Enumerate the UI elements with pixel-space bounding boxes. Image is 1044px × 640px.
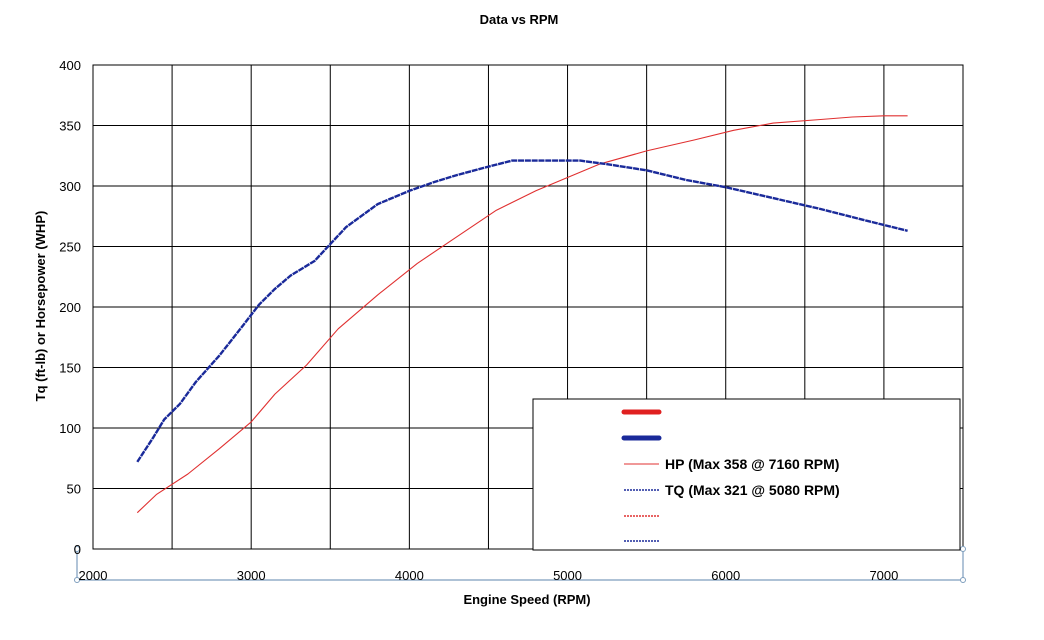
x-axis-title: Engine Speed (RPM) — [463, 592, 590, 607]
axis-handle — [960, 577, 966, 583]
x-tick-label: 4000 — [395, 568, 424, 583]
x-tick-label: 2000 — [79, 568, 108, 583]
series-line-hp — [136, 115, 908, 514]
axis-handle — [74, 577, 80, 583]
x-tick-label: 6000 — [711, 568, 740, 583]
y-tick-label: 50 — [67, 482, 81, 497]
legend-label: TQ (Max 321 @ 5080 RPM) — [665, 482, 840, 498]
gridlines — [74, 64, 966, 583]
axis-handle — [74, 546, 80, 552]
y-tick-label: 250 — [59, 240, 81, 255]
axis-handle — [960, 546, 966, 552]
x-tick-label: 5000 — [553, 568, 582, 583]
y-tick-label: 200 — [59, 300, 81, 315]
series-lines — [136, 115, 908, 514]
y-tick-label: 0 — [74, 542, 81, 557]
y-tick-label: 350 — [59, 119, 81, 134]
chart-title: Data vs RPM — [480, 12, 559, 27]
x-tick-label: 3000 — [237, 568, 266, 583]
legend-box — [532, 398, 961, 551]
legend: HP (Max 358 @ 7160 RPM) TQ (Max 321 @ 508… — [532, 398, 961, 551]
y-axis-title: Tq (ft-lb) or Horsepower (WHP) — [33, 211, 48, 402]
legend-label: HP (Max 358 @ 7160 RPM) — [665, 456, 839, 472]
x-tick-label: 7000 — [869, 568, 898, 583]
y-tick-label: 150 — [59, 361, 81, 376]
y-tick-label: 300 — [59, 179, 81, 194]
y-tick-label: 400 — [59, 58, 81, 73]
tick-labels: 0 50 100 150 200 250 300 350 400 2000 3000 4000 5000… — [59, 58, 898, 583]
y-tick-label: 100 — [59, 421, 81, 436]
series-line-tq — [136, 159, 908, 463]
